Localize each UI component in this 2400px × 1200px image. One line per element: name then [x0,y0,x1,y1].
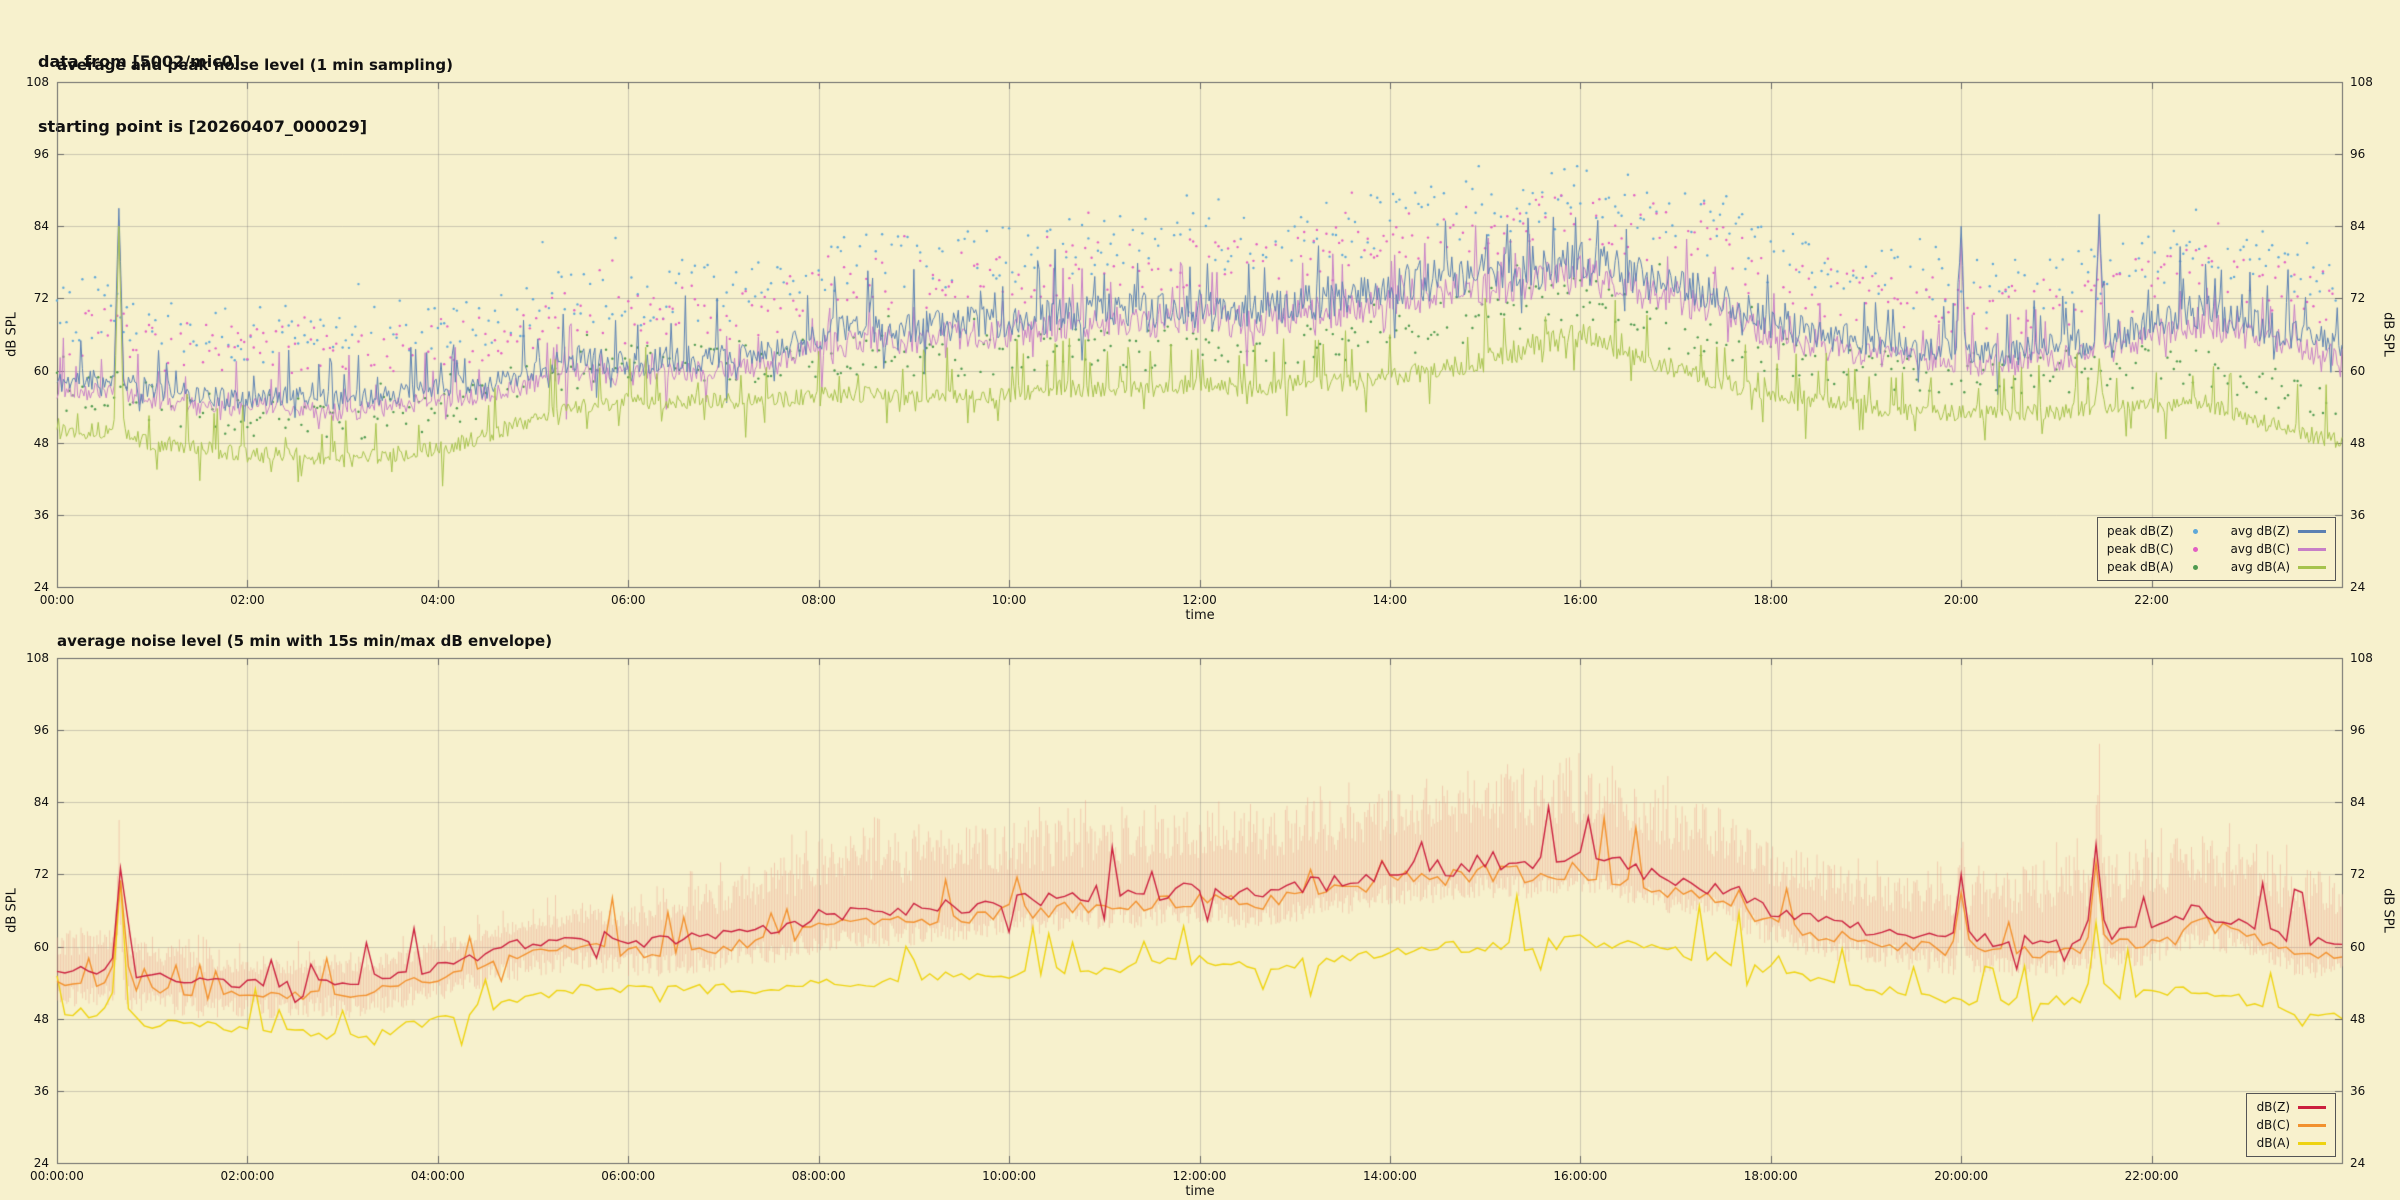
y-tick-label-right: 60 [2350,363,2366,378]
legend-entry-label: avg dB(Z) [2230,524,2290,538]
legend-line-marker [2298,1141,2326,1145]
x-tick-label: 08:00 [801,593,836,607]
y-tick-label-right: 108 [2350,651,2373,665]
legend-entry-label: dB(Z) [2256,1100,2290,1114]
x-tick-label: 00:00 [39,593,75,607]
y-tick-label-left: 72 [33,867,49,882]
y-tick-label-left: 24 [33,580,49,594]
y-tick-label-left: 48 [33,435,49,450]
top-chart-xlabel: time [1185,608,1215,623]
x-tick-label: 12:00:00 [1172,1169,1227,1183]
legend-dot-marker [2192,546,2198,552]
top-chart: average and peak noise level (1 min samp… [0,52,2400,628]
x-tick-label: 10:00 [991,593,1027,607]
y-tick-label-left: 84 [33,219,49,234]
y-tick-label-left: 24 [33,1156,49,1170]
legend-entry: dB(Z) [2256,1100,2326,1114]
legend-entry: dB(C) [2256,1118,2326,1132]
y-tick-label-left: 96 [33,723,49,738]
y-tick-label-right: 48 [2350,1011,2366,1026]
x-tick-label: 16:00 [1563,593,1598,607]
x-tick-label: 02:00 [230,593,265,607]
y-tick-label-left: 36 [33,507,49,522]
legend-line-marker [2298,565,2326,569]
legend-entry: avg dB(Z) [2231,524,2326,538]
y-tick-label-right: 72 [2350,867,2366,882]
legend-line-marker [2298,529,2326,533]
x-tick-label: 06:00:00 [601,1169,656,1183]
y-tick-label-right: 84 [2350,795,2366,810]
x-tick-label: 02:00:00 [220,1169,275,1183]
legend-entry-label: dB(A) [2256,1136,2290,1150]
legend-entry: avg dB(C) [2231,542,2326,556]
bottom-chart: average noise level (5 min with 15s min/… [0,628,2400,1199]
y-tick-label-left: 36 [33,1083,49,1098]
legend-entry-label: avg dB(C) [2230,542,2290,556]
y-tick-label-right: 36 [2350,507,2366,522]
legend-line-marker [2298,1105,2326,1109]
bottom-chart-canvas [0,628,2400,1198]
y-tick-label-right: 72 [2350,291,2366,306]
y-tick-label-left: 60 [33,939,49,954]
y-tick-label-left: 48 [33,1011,49,1026]
legend-dot-marker [2192,528,2198,534]
y-tick-label-right: 108 [2350,75,2373,89]
y-tick-label-left: 108 [26,75,49,89]
legend-entry-label: dB(C) [2256,1118,2290,1132]
x-tick-label: 12:00 [1182,593,1217,607]
x-tick-label: 16:00:00 [1553,1169,1608,1183]
x-tick-label: 22:00:00 [2124,1169,2179,1183]
legend-line-marker [2298,1123,2326,1127]
y-tick-label-right: 60 [2350,939,2366,954]
y-tick-label-right: 96 [2350,147,2366,162]
y-tick-label-right: 84 [2350,219,2366,234]
x-tick-label: 06:00 [610,593,646,607]
y-tick-label-right: 24 [2350,1156,2366,1170]
legend-dot-marker [2192,564,2198,570]
bottom-chart-title: average noise level (5 min with 15s min/… [57,632,553,650]
top-chart-canvas [0,52,2400,628]
y-tick-label-right: 24 [2350,580,2366,594]
legend-entry-label: peak dB(A) [2106,560,2174,574]
y-tick-label-left: 108 [26,651,49,665]
x-tick-label: 18:00 [1753,593,1789,607]
x-tick-label: 22:00 [2134,593,2169,607]
bottom-chart-ylabel-right: dB SPL [2380,888,2396,933]
top-chart-ylabel-left: dB SPL [4,312,20,357]
bottom-chart-ylabel-left: dB SPL [4,888,20,933]
y-tick-label-left: 72 [33,291,49,306]
legend-entry: peak dB(A) [2107,560,2209,574]
x-tick-label: 00:00:00 [30,1169,84,1183]
legend: dB(Z) dB(C) dB(A) [2246,1093,2336,1157]
x-tick-label: 20:00 [1943,593,1979,607]
legend-line-marker [2298,547,2326,551]
legend-entry: peak dB(Z) [2107,524,2209,538]
top-chart-ylabel-right: dB SPL [2380,312,2396,357]
y-tick-label-right: 96 [2350,723,2366,738]
top-chart-title: average and peak noise level (1 min samp… [57,56,453,74]
legend-entry-label: peak dB(C) [2106,542,2174,556]
legend-entry: peak dB(C) [2107,542,2209,556]
x-tick-label: 04:00:00 [410,1169,465,1183]
x-tick-label: 14:00 [1372,593,1408,607]
x-tick-label: 10:00:00 [982,1169,1037,1183]
y-tick-label-left: 60 [33,363,49,378]
x-tick-label: 14:00:00 [1362,1169,1417,1183]
y-tick-label-right: 36 [2350,1083,2366,1098]
legend-entry: avg dB(A) [2231,560,2326,574]
y-tick-label-right: 48 [2350,435,2366,450]
legend: peak dB(Z) avg dB(Z) peak dB(C) avg dB(C) pe… [2096,517,2336,581]
x-tick-label: 20:00:00 [1934,1169,1989,1183]
legend-entry-label: avg dB(A) [2230,560,2290,574]
legend-entry: dB(A) [2256,1136,2326,1150]
x-tick-label: 18:00:00 [1743,1169,1798,1183]
legend-entry-label: peak dB(Z) [2106,524,2174,538]
x-tick-label: 08:00:00 [791,1169,846,1183]
y-tick-label-left: 96 [33,147,49,162]
y-tick-label-left: 84 [33,795,49,810]
bottom-chart-xlabel: time [1185,1184,1215,1199]
x-tick-label: 04:00 [420,593,456,607]
